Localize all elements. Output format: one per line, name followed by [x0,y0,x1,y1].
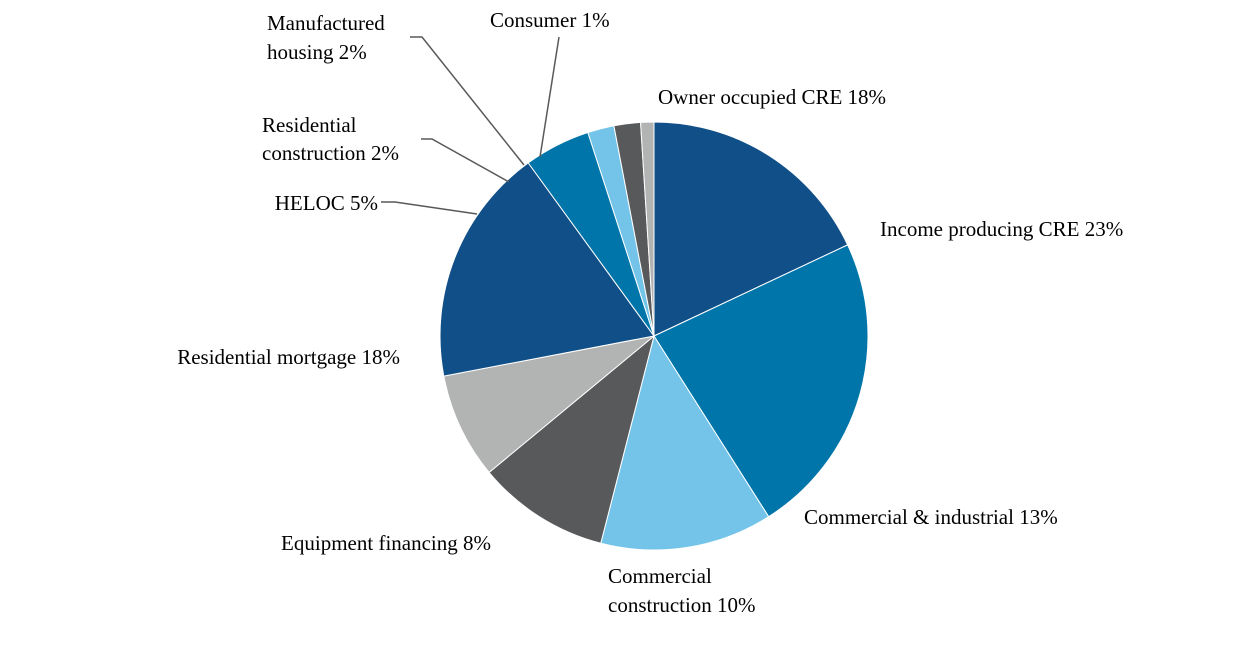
leader-line-consumer [539,36,560,158]
slice-label-consumer: Consumer 1% [490,8,610,32]
leader-line-manufactured-housing [410,36,525,166]
slice-label-equipment-financing: Equipment financing 8% [281,531,491,555]
slice-label-manufactured-housing-line1: Manufactured [267,11,385,35]
slice-label-residential-construction-line2: construction 2% [262,141,399,165]
pie-slice-commercial-and-industrial [600,334,770,551]
slice-label-commercial-construction-line1: Commercial [608,564,712,588]
pie-slice-equipment-financing [443,335,655,474]
slice-label-residential-construction-line1: Residential [262,113,357,137]
leader-line-heloc [381,201,478,215]
slice-label-commercial-industrial: Commercial & industrial 13% [804,505,1058,529]
pie-slice-owner-occupied-cre [653,121,849,337]
slice-label-residential-mortgage: Residential mortgage 18% [177,345,400,369]
slice-label-owner-occupied-cre: Owner occupied CRE 18% [658,85,886,109]
slice-label-commercial-construction-line2: construction 10% [608,593,756,617]
pie-slice-commercial-construction [488,334,655,544]
leader-lines-layer [381,36,560,215]
labels-layer: Owner occupied CRE 18% Income producing … [177,8,1123,617]
pie-slice-income-producing-cre [653,244,869,518]
slices-layer [439,121,869,551]
pie-slice-consumer [640,121,655,337]
slice-label-heloc: HELOC 5% [275,191,378,215]
leader-line-residential-construction [421,138,510,183]
slice-label-income-producing-cre: Income producing CRE 23% [880,217,1123,241]
pie-slice-residential-mortgage [439,162,655,377]
slice-label-manufactured-housing-line2: housing 2% [267,40,367,64]
